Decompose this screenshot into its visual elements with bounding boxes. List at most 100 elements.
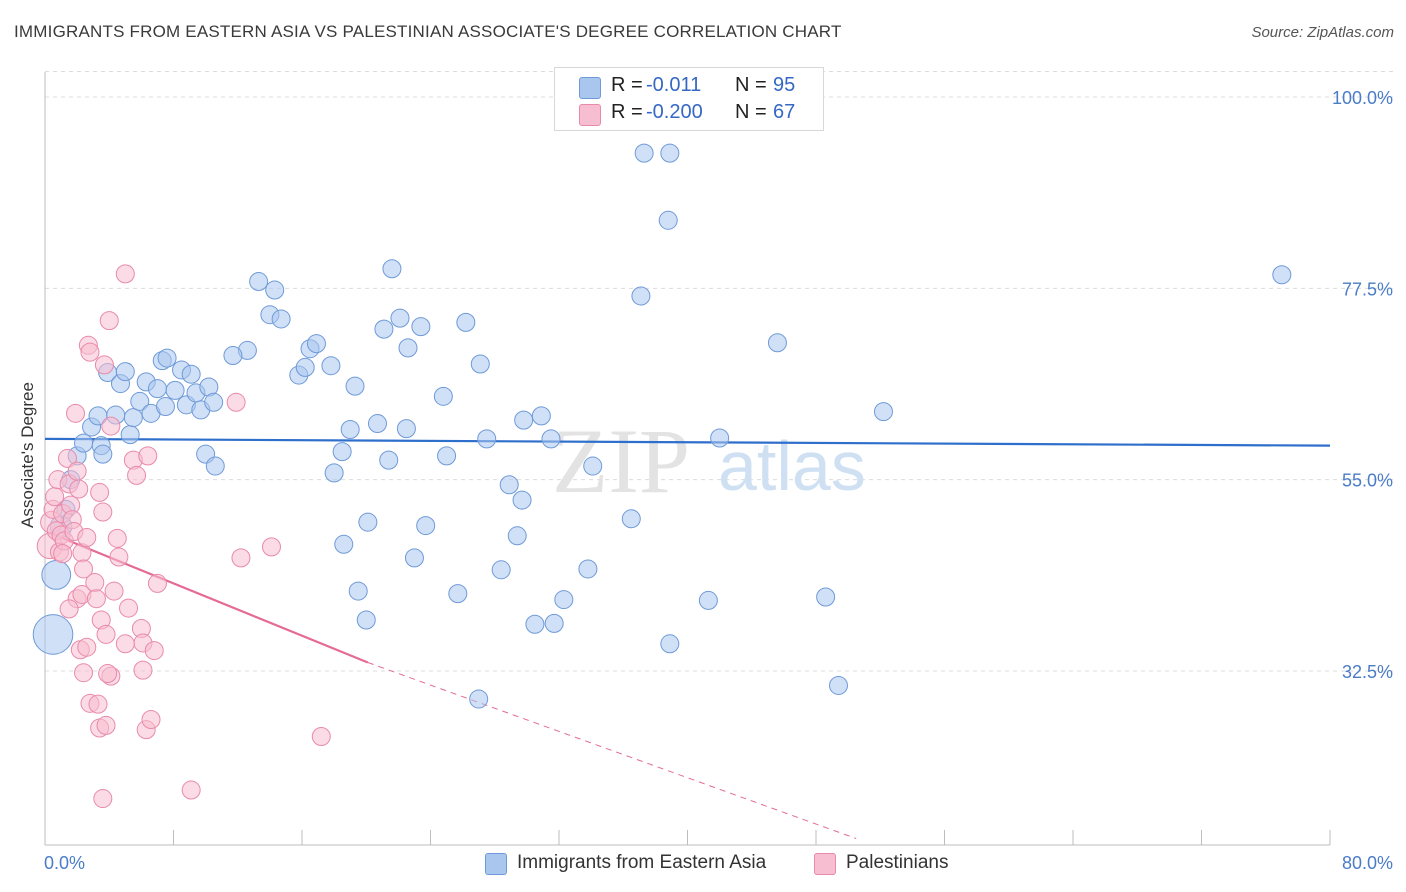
data-point [261, 537, 281, 557]
data-point [390, 308, 410, 328]
data-point [541, 429, 561, 449]
data-point [271, 309, 291, 329]
data-point [1272, 265, 1292, 285]
legend-swatch-eastern-asia [579, 77, 601, 99]
legend: R = -0.011 N = 95 R = -0.200 N = 67 [554, 67, 824, 131]
data-point [396, 419, 416, 439]
data-point [660, 634, 680, 654]
data-point [66, 403, 86, 423]
data-point [77, 527, 97, 547]
data-point [133, 660, 153, 680]
data-point [57, 448, 77, 468]
data-point [698, 590, 718, 610]
data-point [141, 709, 161, 729]
data-point [544, 613, 564, 633]
bottom-legend-label: Palestinians [846, 852, 949, 873]
data-point [165, 380, 185, 400]
legend-swatch-palestinians [579, 104, 601, 126]
data-point [120, 425, 140, 445]
data-point [340, 419, 360, 439]
data-point [147, 573, 167, 593]
data-point [32, 614, 74, 655]
data-point [295, 357, 315, 377]
data-point [374, 319, 394, 339]
data-point [525, 614, 545, 634]
trend-line-eastern-asia [44, 437, 1331, 447]
data-point [181, 780, 201, 800]
data-point [767, 333, 787, 353]
legend-n-value: 67 [773, 101, 796, 123]
data-point [181, 364, 201, 384]
data-point [324, 463, 344, 483]
data-point [332, 442, 352, 462]
data-point [115, 362, 135, 382]
data-point [416, 516, 436, 536]
data-point [53, 544, 73, 564]
data-point [499, 475, 519, 495]
data-point [456, 312, 476, 332]
series-eastern-asia [32, 143, 1292, 709]
data-point [477, 429, 497, 449]
data-point [356, 610, 376, 630]
data-point [470, 354, 490, 374]
data-point [86, 589, 106, 609]
data-point [631, 286, 651, 306]
data-point [77, 637, 97, 657]
data-point [88, 694, 108, 714]
bottom-legend-swatch-palestinians [814, 853, 836, 875]
data-point [828, 675, 848, 695]
x-tick-label: 0.0% [44, 853, 85, 873]
data-point [306, 334, 326, 354]
data-point [311, 726, 331, 746]
data-point [658, 210, 678, 230]
bottom-legend-swatch-eastern-asia [485, 853, 507, 875]
trend-line-palestinians [47, 531, 369, 664]
data-point [816, 587, 836, 607]
data-point [93, 444, 113, 464]
data-point [249, 272, 269, 292]
data-point [119, 598, 139, 618]
data-point [109, 547, 129, 567]
data-point [404, 548, 424, 568]
data-point [321, 356, 341, 376]
data-point [155, 397, 175, 417]
data-point [98, 664, 118, 684]
trend-lines [44, 437, 1331, 839]
data-point [90, 482, 110, 502]
data-point [223, 346, 243, 366]
data-point [514, 410, 534, 430]
data-point [127, 465, 147, 485]
data-point [710, 428, 730, 448]
legend-r-label: R = [611, 74, 643, 96]
x-tick-label: 80.0% [1342, 853, 1393, 873]
data-point [491, 560, 511, 580]
trend-line-palestinians-extension [367, 662, 857, 839]
data-point [147, 379, 167, 399]
data-point [123, 408, 143, 428]
y-tick-label: 100.0% [1332, 88, 1393, 108]
data-point [99, 311, 119, 331]
data-point [448, 584, 468, 604]
data-point [45, 487, 65, 507]
data-point [367, 414, 387, 434]
data-point [469, 689, 489, 709]
data-point [107, 528, 127, 548]
data-point [59, 599, 79, 619]
data-point [660, 143, 680, 163]
data-point [41, 560, 72, 590]
data-point [96, 715, 116, 735]
source-credit: Source: ZipAtlas.com [1251, 24, 1394, 41]
bottom-legend-label: Immigrants from Eastern Asia [517, 852, 767, 873]
data-point [634, 143, 654, 163]
data-point [157, 348, 177, 368]
y-tick-label: 55.0% [1342, 471, 1393, 491]
data-point [226, 392, 246, 412]
axes [44, 72, 1331, 846]
data-point [94, 355, 114, 375]
data-point [512, 490, 532, 510]
data-point [231, 548, 251, 568]
data-point [69, 479, 89, 499]
legend-n-label: N = [735, 74, 767, 96]
legend-r-label: R = [611, 101, 643, 123]
data-point [583, 456, 603, 476]
